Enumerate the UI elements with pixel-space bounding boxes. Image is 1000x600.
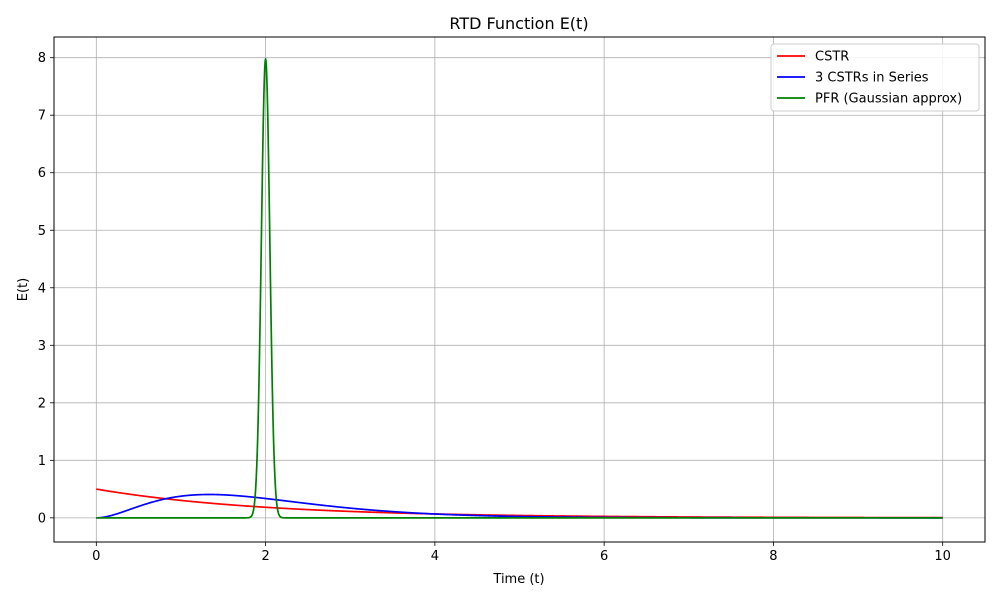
y-axis-label: E(t) — [16, 278, 31, 301]
y-tick-label: 6 — [38, 166, 46, 181]
y-tick-label: 8 — [38, 51, 46, 66]
x-tick-label: 0 — [92, 549, 100, 564]
series-line-0 — [95, 488, 944, 519]
y-tick-label: 7 — [38, 109, 46, 124]
x-tick-label: 2 — [261, 549, 269, 564]
plot-series — [95, 58, 944, 519]
y-axis-ticks: 0 1 2 3 4 5 6 7 8 — [38, 51, 54, 526]
y-tick-label: 0 — [38, 511, 46, 526]
y-tick-label: 2 — [38, 396, 46, 411]
legend-label-0: CSTR — [815, 50, 849, 65]
x-tick-label: 6 — [600, 549, 608, 564]
x-axis-ticks: 0 2 4 6 8 10 — [92, 542, 951, 564]
series-line-1 — [95, 493, 944, 519]
legend-label-2: PFR (Gaussian approx) — [815, 92, 962, 107]
x-tick-label: 4 — [431, 549, 439, 564]
y-tick-label: 3 — [38, 339, 46, 354]
plot-frame — [53, 36, 986, 543]
x-tick-label: 10 — [934, 549, 951, 564]
y-tick-label: 5 — [38, 224, 46, 239]
grid-lines — [54, 37, 985, 542]
legend-box — [770, 43, 980, 112]
y-tick-label: 1 — [38, 454, 46, 469]
series-line-2 — [95, 58, 944, 519]
chart-title: RTD Function E(t) — [449, 14, 588, 33]
x-axis-label: Time (t) — [492, 572, 544, 587]
legend: CSTR 3 CSTRs in Series PFR (Gaussian appro… — [770, 43, 980, 112]
x-tick-label: 8 — [769, 549, 777, 564]
y-tick-label: 4 — [38, 281, 46, 296]
legend-label-1: 3 CSTRs in Series — [815, 71, 929, 86]
